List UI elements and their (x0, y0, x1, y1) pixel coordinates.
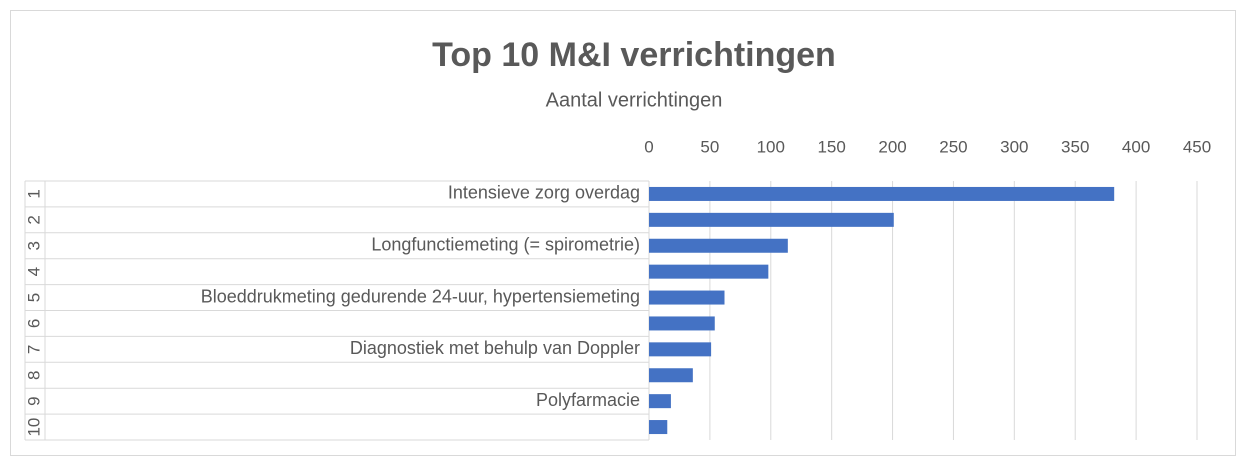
x-tick-label: 150 (817, 137, 845, 156)
x-tick-label: 300 (1000, 137, 1028, 156)
bar (649, 420, 668, 435)
chart-subtitle: Aantal verrichtingen (546, 89, 723, 111)
x-tick-label: 400 (1122, 137, 1150, 156)
rank-label: 7 (24, 345, 43, 354)
chart-title: Top 10 M&I verrichtingen (432, 36, 836, 74)
y-tick-label: Longfunctiemeting (= spirometrie) (371, 235, 640, 255)
rank-label: 8 (24, 371, 43, 380)
rank-label: 1 (24, 189, 43, 198)
bar (649, 368, 693, 383)
rank-label: 6 (24, 319, 43, 328)
x-tick-label: 250 (939, 137, 967, 156)
y-tick-label: Bloeddrukmeting gedurende 24-uur, hypert… (201, 286, 640, 306)
bar (649, 264, 769, 279)
bar (649, 290, 725, 305)
bar (649, 238, 788, 253)
rank-label: 2 (24, 215, 43, 224)
x-tick-label: 450 (1183, 137, 1211, 156)
bar (649, 186, 1115, 201)
bar (649, 316, 715, 331)
y-tick-label: Polyfarmacie (536, 390, 640, 410)
y-tick-label: Intensieve zorg overdag (448, 183, 640, 203)
rank-label: 5 (24, 293, 43, 302)
rank-label: 4 (24, 267, 43, 276)
x-tick-label: 200 (878, 137, 906, 156)
x-tick-label: 350 (1061, 137, 1089, 156)
rank-label: 3 (24, 241, 43, 250)
bar (649, 212, 894, 227)
x-tick-label: 0 (644, 137, 653, 156)
x-tick-label: 100 (757, 137, 785, 156)
x-tick-label: 50 (700, 137, 719, 156)
y-tick-label: Diagnostiek met behulp van Doppler (350, 338, 640, 358)
rank-label: 9 (24, 396, 43, 405)
bar (649, 342, 712, 357)
bar (649, 394, 671, 409)
rank-label: 10 (24, 418, 43, 437)
